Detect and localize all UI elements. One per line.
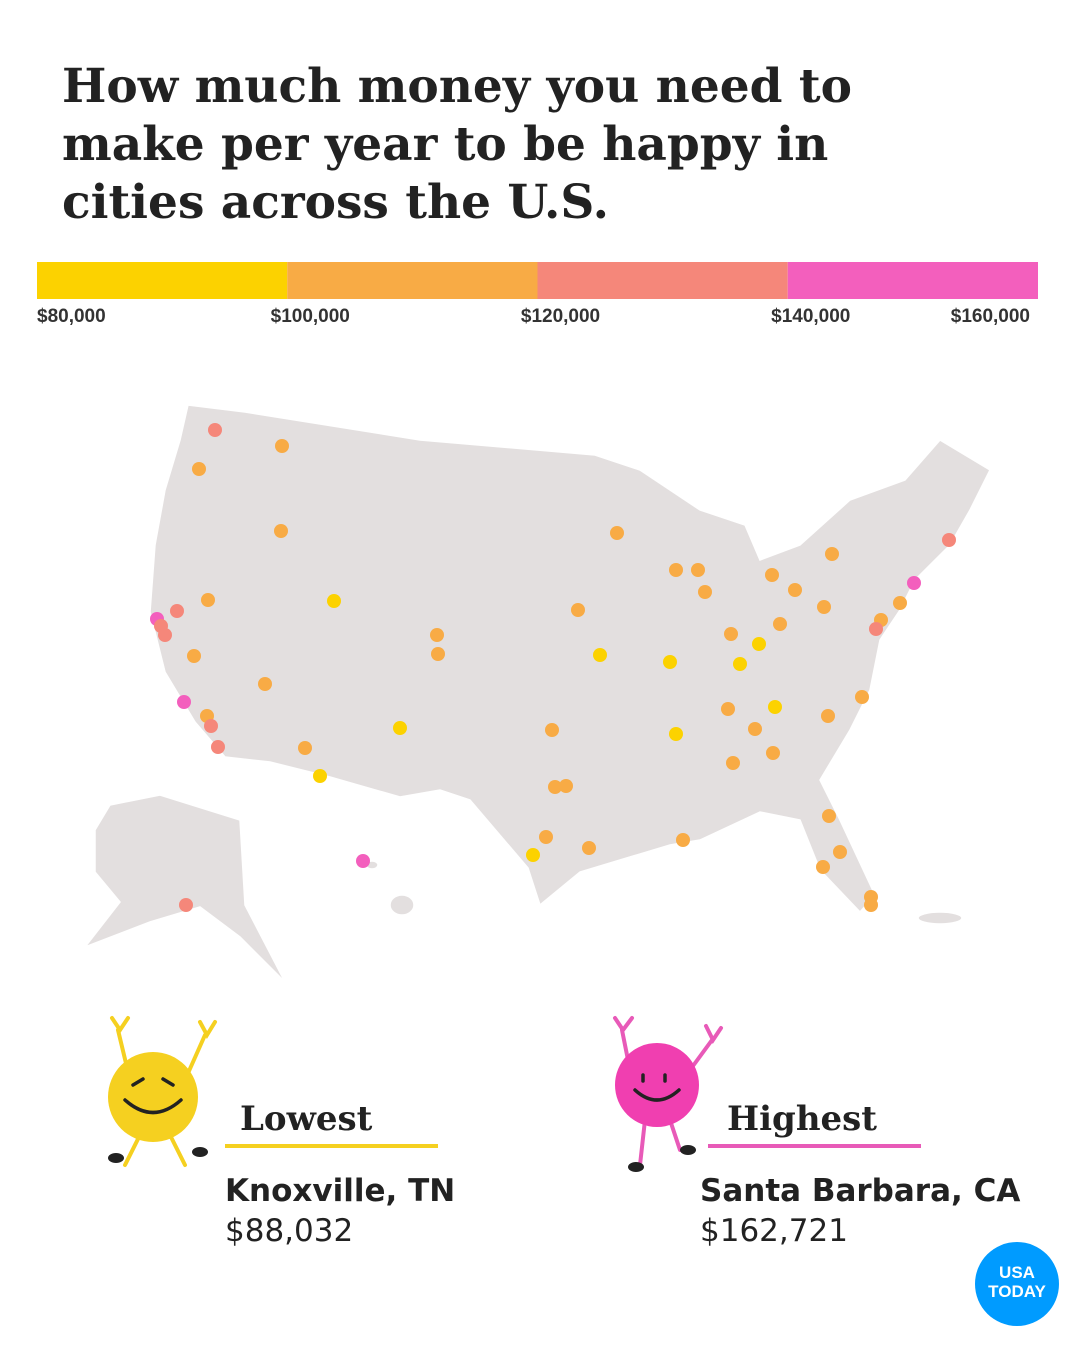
city-dot (765, 568, 779, 582)
city-dot (356, 854, 370, 868)
lowest-city: Knoxville, TN (225, 1173, 455, 1209)
legend-tick-label: $140,000 (771, 306, 850, 327)
city-dot (177, 695, 191, 709)
city-dot (179, 898, 193, 912)
city-dot (816, 860, 830, 874)
city-dot (752, 637, 766, 651)
city-dot (204, 719, 218, 733)
puerto-rico (917, 911, 963, 925)
logo-text: USA (999, 1263, 1035, 1282)
title-line: cities across the U.S. (62, 175, 610, 230)
city-dot (724, 627, 738, 641)
legend-swatch (787, 262, 1038, 299)
logo (975, 1242, 1059, 1326)
city-dot (313, 769, 327, 783)
city-dot (663, 655, 677, 669)
title-line: make per year to be happy in (62, 117, 829, 172)
city-dot (907, 576, 921, 590)
city-dot (893, 596, 907, 610)
alaska (82, 794, 286, 983)
legend-tick-label: $160,000 (951, 306, 1030, 327)
title: How much money you need to make per year… (62, 58, 852, 232)
city-dot (274, 524, 288, 538)
lowest-amount: $88,032 (225, 1213, 353, 1249)
city-dot (748, 722, 762, 736)
city-dot (691, 563, 705, 577)
city-dot (559, 779, 573, 793)
city-dot (698, 585, 712, 599)
lowest-character (108, 1016, 217, 1167)
city-dot (548, 780, 562, 794)
city-dot (864, 898, 878, 912)
city-dot (431, 647, 445, 661)
map (82, 404, 991, 983)
legend-tick-label: $120,000 (521, 306, 600, 327)
city-dot (788, 583, 802, 597)
city-dot (170, 604, 184, 618)
highest-city: Santa Barbara, CA (700, 1173, 1020, 1209)
city-dot (298, 741, 312, 755)
city-dot (275, 439, 289, 453)
city-dot (669, 727, 683, 741)
legend-swatch (537, 262, 788, 299)
highest-character (613, 1016, 723, 1172)
city-dot (833, 845, 847, 859)
city-dot (430, 628, 444, 642)
city-dot (526, 848, 540, 862)
city-dot (545, 723, 559, 737)
city-dot (582, 841, 596, 855)
contiguous-us (149, 404, 991, 914)
city-dot (676, 833, 690, 847)
city-dot (822, 809, 836, 823)
highest-heading: Highest (727, 1099, 877, 1139)
logo-text: TODAY (988, 1282, 1046, 1301)
city-dot (258, 677, 272, 691)
city-dot (766, 746, 780, 760)
city-dot (593, 648, 607, 662)
legend-tick-label: $100,000 (271, 306, 350, 327)
lowest-heading: Lowest (240, 1099, 373, 1139)
city-dot (187, 649, 201, 663)
legend-swatch (287, 262, 538, 299)
hawaii (389, 894, 415, 916)
city-dot (327, 594, 341, 608)
city-dot (726, 756, 740, 770)
title-line: How much money you need to (62, 59, 852, 114)
city-dot (211, 740, 225, 754)
legend-tick-label: $80,000 (37, 306, 106, 327)
city-dot (855, 690, 869, 704)
city-dot (721, 702, 735, 716)
city-dot (201, 593, 215, 607)
city-dot (942, 533, 956, 547)
city-dot (571, 603, 585, 617)
city-dot (869, 622, 883, 636)
city-dot (821, 709, 835, 723)
city-dot (773, 617, 787, 631)
city-dot (158, 628, 172, 642)
city-dot (733, 657, 747, 671)
city-dot (192, 462, 206, 476)
highest-amount: $162,721 (700, 1213, 848, 1249)
city-dot (825, 547, 839, 561)
city-dot (669, 563, 683, 577)
city-dot (539, 830, 553, 844)
city-dot (817, 600, 831, 614)
city-dot (768, 700, 782, 714)
legend-swatch (37, 262, 288, 299)
city-dot (610, 526, 624, 540)
city-dot (208, 423, 222, 437)
city-dot (393, 721, 407, 735)
